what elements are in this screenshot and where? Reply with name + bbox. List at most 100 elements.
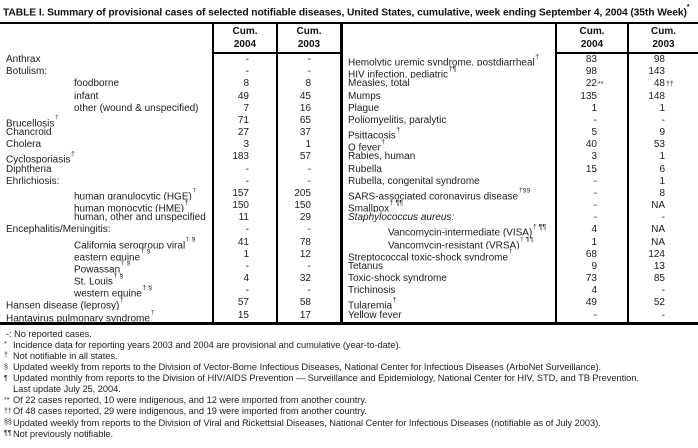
value-cum-2004: - — [212, 66, 276, 79]
disease-label: Trichinosis — [348, 285, 396, 297]
value-cum-2004: 22 ** — [555, 78, 627, 91]
value-cum-2004: - — [212, 163, 276, 176]
disease-label: St. Louis† § — [74, 273, 124, 286]
value-cum-2004: - — [212, 175, 276, 188]
value-cum-2004: 3 — [555, 151, 627, 164]
disease-label: Poliomyelitis, paralytic — [348, 114, 447, 126]
value-cum-2003: 148 — [627, 90, 698, 103]
value-cum-2003: 45 — [276, 90, 343, 103]
footnote-marker: § — [4, 363, 8, 371]
value-cum-2004: - — [212, 54, 276, 67]
value-cum-2004: - — [555, 309, 627, 322]
header-cum-label: Cum. — [296, 26, 322, 37]
disease-label: human granulocytic (HGE)† — [74, 187, 197, 201]
value-cum-2003: NA — [627, 236, 698, 249]
disease-label: Vancomycin-resistant (VRSA)† ¶¶ — [388, 236, 534, 249]
disease-label: Psittacosis† — [348, 127, 401, 140]
disease-label: Measles, total — [348, 78, 410, 90]
value-cum-2004: 73 — [555, 273, 627, 286]
value-cum-2004: - — [555, 200, 627, 213]
value-cum-2003: - — [276, 66, 343, 79]
disease-label: SARS-associated coronavirus disease†§§ — [348, 187, 531, 201]
value-cum-2003: - — [276, 175, 343, 188]
disease-label: California serogroup viral† § — [74, 236, 196, 249]
value-cum-2004: 183 — [212, 151, 276, 164]
value-cum-2003: 32 — [276, 273, 343, 286]
footnote-line: ¶ Updated monthly from reports to the Div… — [3, 373, 698, 384]
table-title-footnote-marker: * — [686, 4, 690, 11]
value-cum-2003: 57 — [276, 151, 343, 164]
footnote-text: Last update July 25, 2004. — [13, 384, 121, 395]
footnote-marker: † — [4, 352, 8, 360]
value-cum-2003: 8 — [627, 187, 698, 201]
value-cum-2004: 9 — [555, 260, 627, 274]
footnote-line: -: No reported cases. — [3, 329, 698, 340]
value-cum-2003: 53 — [627, 139, 698, 152]
value-cum-2004: - — [555, 114, 627, 128]
value-cum-2003: 65 — [276, 114, 343, 128]
header-cum-2003: Cum. 2003 — [276, 24, 343, 54]
footnotes: -: No reported cases. * Incidence data fo… — [0, 325, 698, 440]
value-cum-2003: - — [276, 163, 343, 176]
value-cum-2004: - — [555, 175, 627, 188]
disease-label: Ehrlichiosis: — [6, 175, 60, 187]
value-cum-2004: 4 — [555, 285, 627, 298]
value-cum-2003: 1 — [276, 139, 343, 152]
value-cum-2003: NA — [627, 200, 698, 213]
footnote-continuation-line: Last update July 25, 2004. — [3, 384, 698, 395]
footnote-line: ** Of 22 cases reported, 10 were indigeno… — [3, 395, 698, 406]
value-cum-2004: 1 — [555, 236, 627, 249]
disease-label: Chancroid — [6, 127, 52, 139]
value-cum-2004: - — [212, 224, 276, 237]
value-cum-2004: 150 — [212, 200, 276, 213]
value-cum-2003: 29 — [276, 212, 343, 225]
value-cum-2004: 71 — [212, 114, 276, 128]
header-cum-label: Cum. — [579, 26, 605, 37]
disease-label: Diphtheria — [6, 163, 52, 175]
header-spacer — [0, 24, 212, 54]
footnote-marker: †† — [4, 407, 12, 415]
footnote-marker: ** — [4, 396, 10, 404]
disease-label: Encephalitis/Meningitis: — [6, 224, 111, 236]
value-cum-2003: 48 †† — [627, 78, 698, 91]
footnote-line: †† Of 48 cases reported, 29 were indigeno… — [3, 406, 698, 417]
value-cum-2003: 1 — [627, 175, 698, 188]
value-cum-2003: 58 — [276, 297, 343, 310]
header-year-label: 2003 — [652, 39, 675, 50]
value-cum-2004: - — [555, 212, 627, 225]
disease-label: human monocytic (HME)† — [74, 200, 189, 213]
disease-label: Botulism: — [6, 66, 48, 78]
disease-label: Plague — [348, 102, 380, 114]
disease-label: HIV infection, pediatric†¶ — [348, 66, 457, 79]
header-year-label: 2003 — [297, 39, 321, 50]
footnote-marker: §§ — [4, 419, 12, 427]
value-cum-2004: 41 — [212, 236, 276, 249]
value-cum-2004: - — [555, 187, 627, 201]
value-cum-2003: 1 — [627, 151, 698, 164]
header-spacer — [343, 24, 555, 54]
value-cum-2003: 85 — [627, 273, 698, 286]
footnote-text: Of 22 cases reported, 10 were indigenous… — [13, 395, 367, 406]
value-cum-2004: 83 — [555, 54, 627, 67]
header-year-label: 2004 — [580, 39, 604, 50]
value-cum-2003: 17 — [276, 309, 343, 322]
footnote-line: ¶¶ Not previously notifiable. — [3, 429, 698, 440]
value-cum-2003: 16 — [276, 102, 343, 115]
value-cum-2003: 9 — [627, 127, 698, 140]
value-cum-2004: 4 — [555, 224, 627, 237]
disease-label: Smallpox† ¶¶ — [348, 200, 403, 213]
disease-label: Rabies, human — [348, 151, 416, 163]
value-cum-2004: 11 — [212, 212, 276, 225]
value-cum-2003: - — [627, 212, 698, 225]
header-cum-2003: Cum. 2003 — [627, 24, 698, 54]
value-cum-2004: 49 — [212, 90, 276, 103]
value-cum-2003: 13 — [627, 260, 698, 274]
table-title-text: TABLE I. Summary of provisional cases of… — [3, 7, 687, 19]
disease-label: Mumps — [348, 90, 381, 102]
value-cum-2003: 8 — [276, 78, 343, 91]
disease-label: human, other and unspecified — [74, 212, 206, 224]
footnote-line: § Updated weekly from reports to the Divi… — [3, 362, 698, 373]
disease-label: western equine† § — [74, 285, 153, 298]
disease-label: eastern equine† § — [74, 248, 151, 261]
value-cum-2004: - — [212, 285, 276, 298]
